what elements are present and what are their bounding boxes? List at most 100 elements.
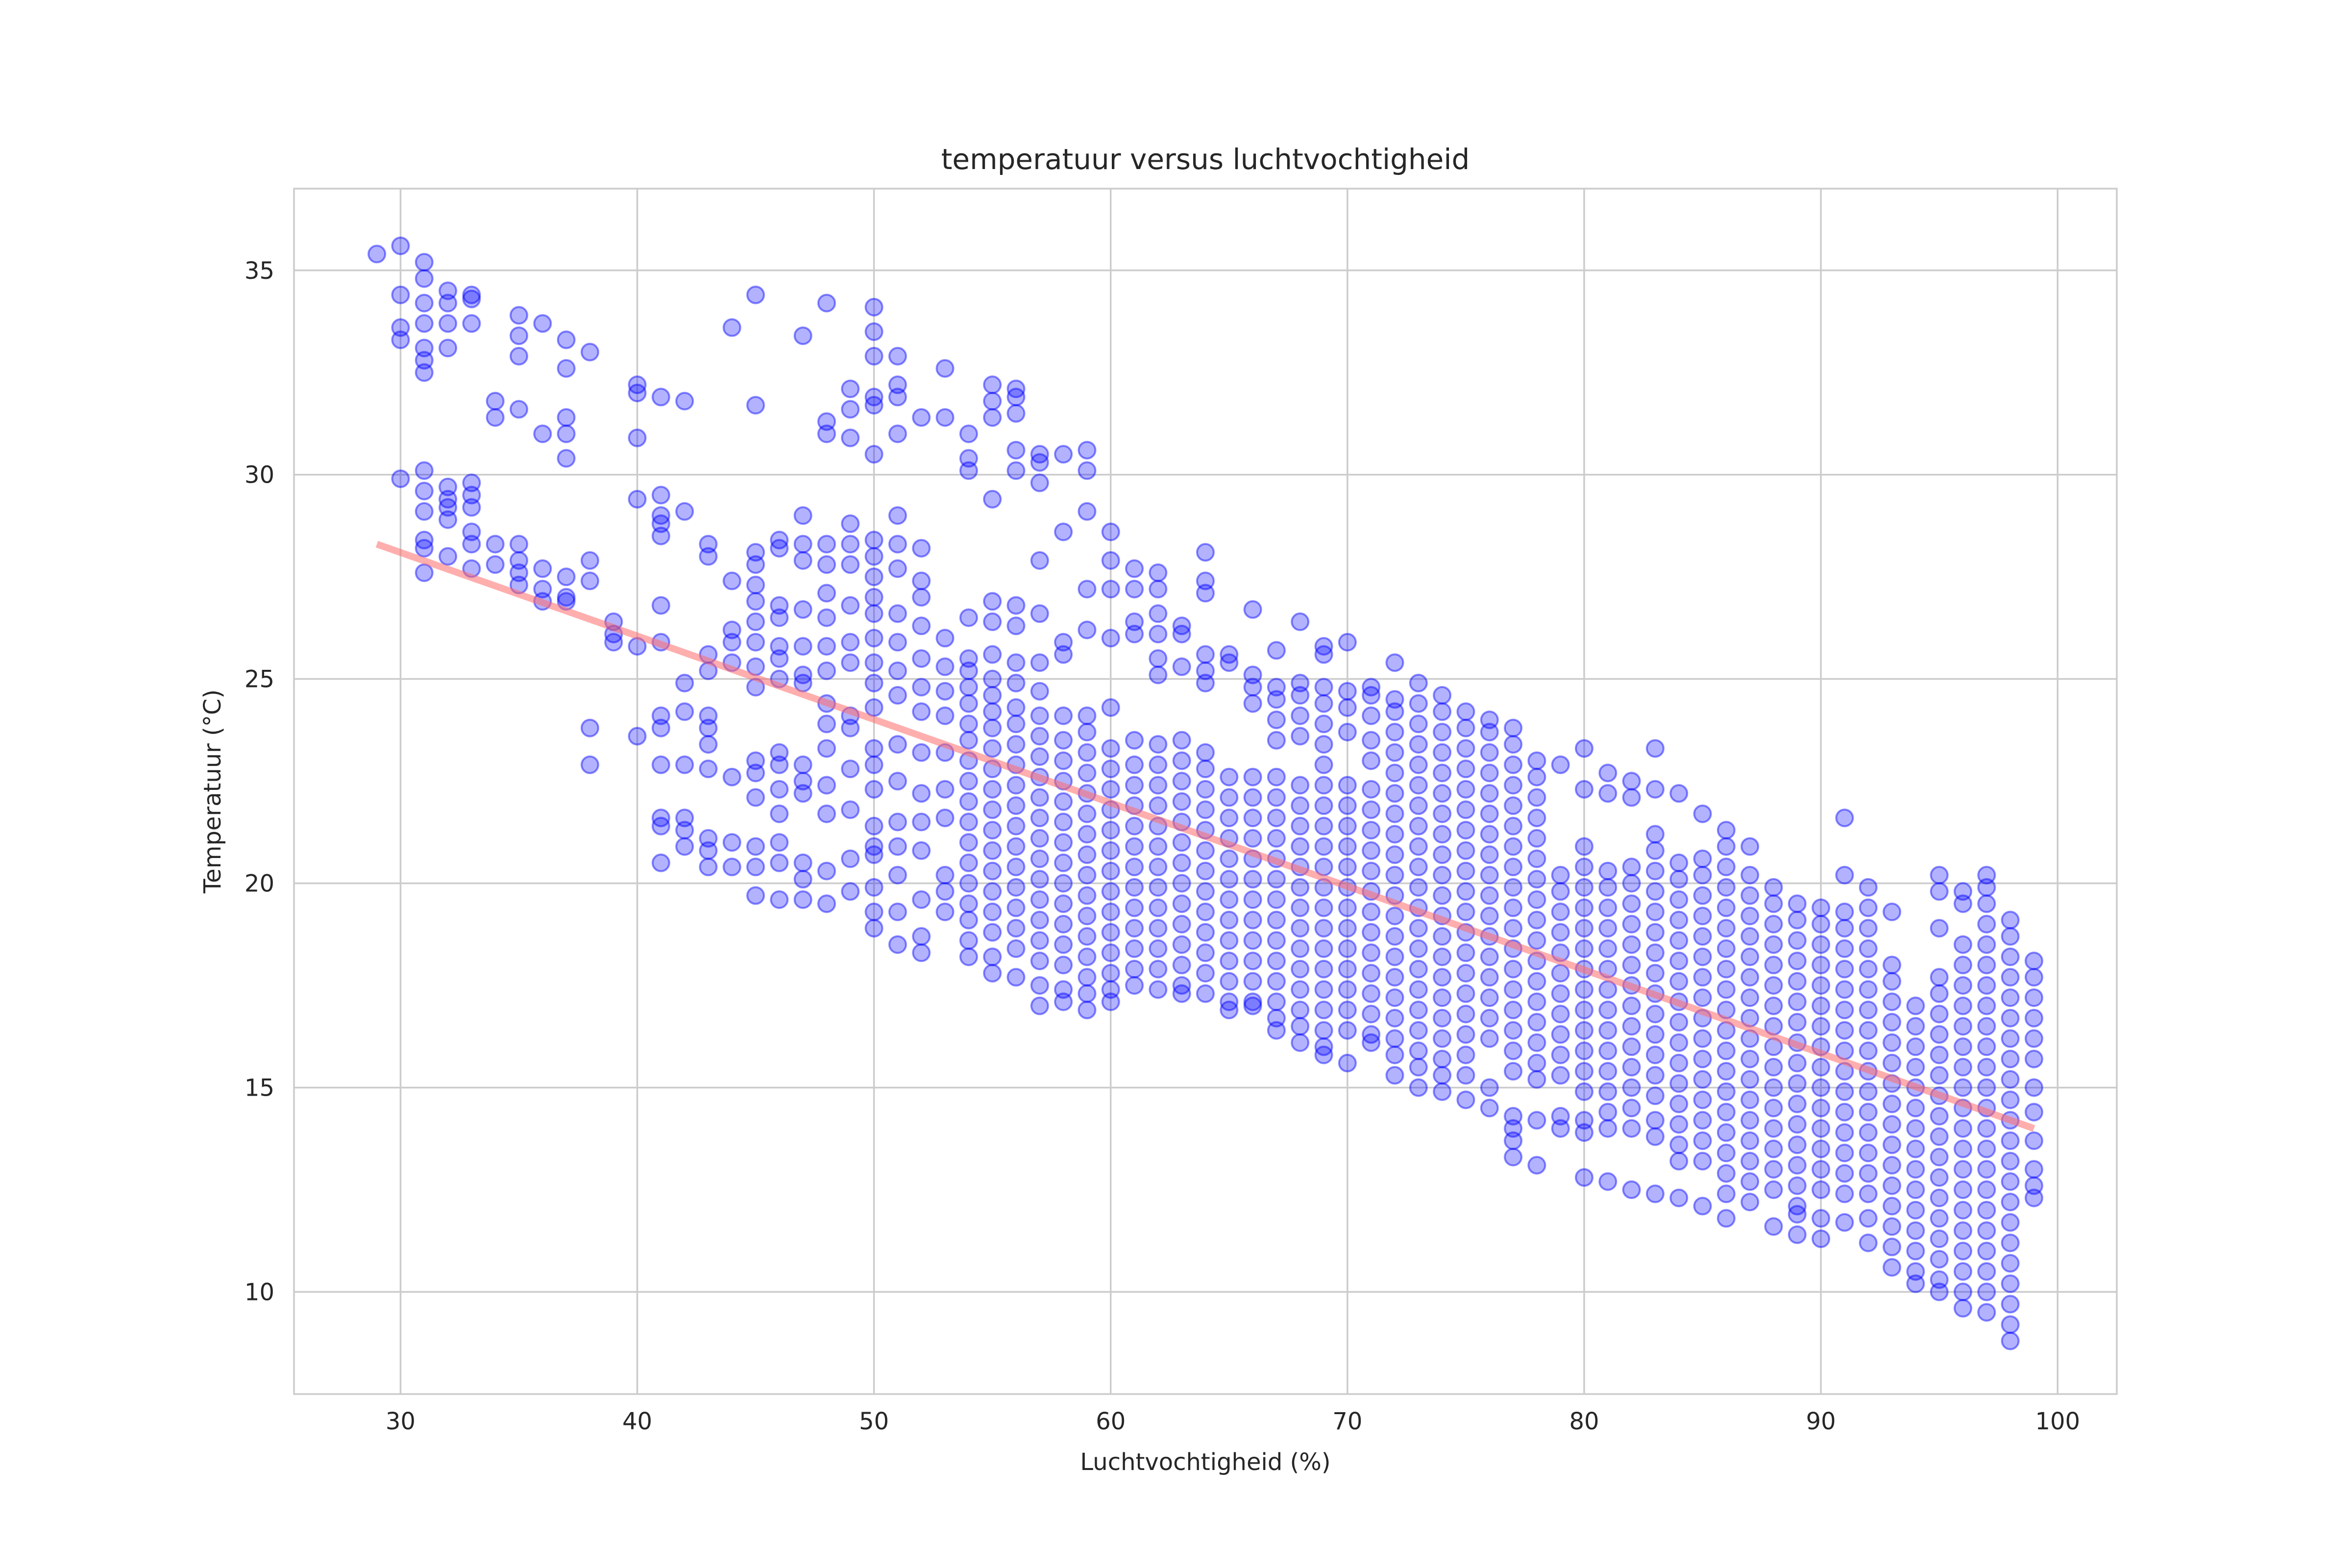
data-point [959,833,978,852]
data-point [1267,731,1286,750]
data-point [841,596,860,615]
data-point [2001,1295,2020,1314]
y-tick-label: 20 [245,870,274,898]
data-point [1812,1229,1831,1249]
data-point [1859,1164,1878,1183]
data-point [983,645,1002,664]
data-point [983,612,1002,631]
data-point [1835,1184,1854,1203]
data-point [1906,1180,1925,1200]
data-point [1977,996,1996,1015]
data-point [1196,882,1215,901]
x-gridlines [399,189,2058,1394]
data-point [1977,1221,1996,1240]
data-point [1006,653,1026,672]
data-point [1054,980,1073,999]
data-point [1030,706,1049,725]
data-point [1480,825,1499,844]
data-point [888,935,907,954]
data-point [1930,1250,1949,1269]
data-point [1504,1062,1523,1081]
data-point [959,649,978,668]
data-point [1362,821,1381,840]
data-point [1480,906,1499,926]
data-point [1906,1221,1925,1240]
data-point [1930,1282,1949,1301]
data-point [864,297,883,317]
data-point [1243,767,1262,786]
data-point [1740,968,1760,987]
data-point [746,633,765,652]
data-point [983,669,1002,688]
data-point [1172,772,1191,791]
data-point [959,678,978,697]
data-point [1125,559,1144,578]
data-point [888,559,907,578]
data-point [1645,861,1665,881]
data-point [1267,829,1286,848]
data-point [1740,927,1760,946]
data-point [1764,1139,1783,1158]
data-point [1291,816,1310,835]
data-point [1338,723,1357,742]
data-point [1078,947,1097,966]
data-point [1149,665,1168,685]
data-point [983,490,1002,509]
data-point [935,657,955,676]
data-point [841,718,860,737]
data-point [1078,1001,1097,1020]
data-point [2001,1233,2020,1252]
data-point [1314,898,1333,917]
data-point [1030,788,1049,807]
data-point [675,821,694,840]
data-point [1220,910,1239,930]
data-point [462,498,481,517]
data-point [1243,996,1262,1015]
data-point [888,865,907,884]
data-point [864,698,883,717]
data-point [1172,976,1191,995]
data-point [1433,947,1452,966]
data-point [1149,837,1168,856]
data-point [1788,1156,1807,1175]
data-point [817,412,836,431]
data-point [439,490,458,509]
data-point [793,506,812,525]
data-point [817,714,836,734]
data-point [1220,653,1239,672]
data-point [509,346,528,366]
data-point [1504,980,1523,999]
data-point [1953,935,1972,954]
data-point [2001,910,2020,930]
data-point [793,772,812,791]
data-point [959,894,978,913]
data-point [1622,1180,1641,1200]
data-point [1267,870,1286,889]
data-point [746,788,765,807]
data-point [1385,947,1404,966]
data-point [580,551,599,570]
data-point [1693,1152,1712,1171]
data-point [1906,1262,1925,1281]
data-point [1716,1164,1736,1183]
data-point [1645,1111,1665,1130]
data-point [1149,624,1168,643]
data-point [415,294,434,313]
data-point [1196,943,1215,962]
data-point [1740,886,1760,905]
data-point [1409,980,1428,999]
data-point [1693,906,1712,926]
data-point [1030,829,1049,848]
data-point [959,461,978,480]
data-point [983,392,1002,411]
data-point [1930,1148,1949,1167]
data-point [1906,1242,1925,1261]
data-point [1338,1021,1357,1040]
data-point [1527,870,1546,889]
data-point [746,555,765,574]
data-point [1385,653,1404,672]
data-point [864,816,883,835]
data-point [1480,804,1499,823]
data-point [1409,858,1428,877]
data-point [2001,927,2020,946]
